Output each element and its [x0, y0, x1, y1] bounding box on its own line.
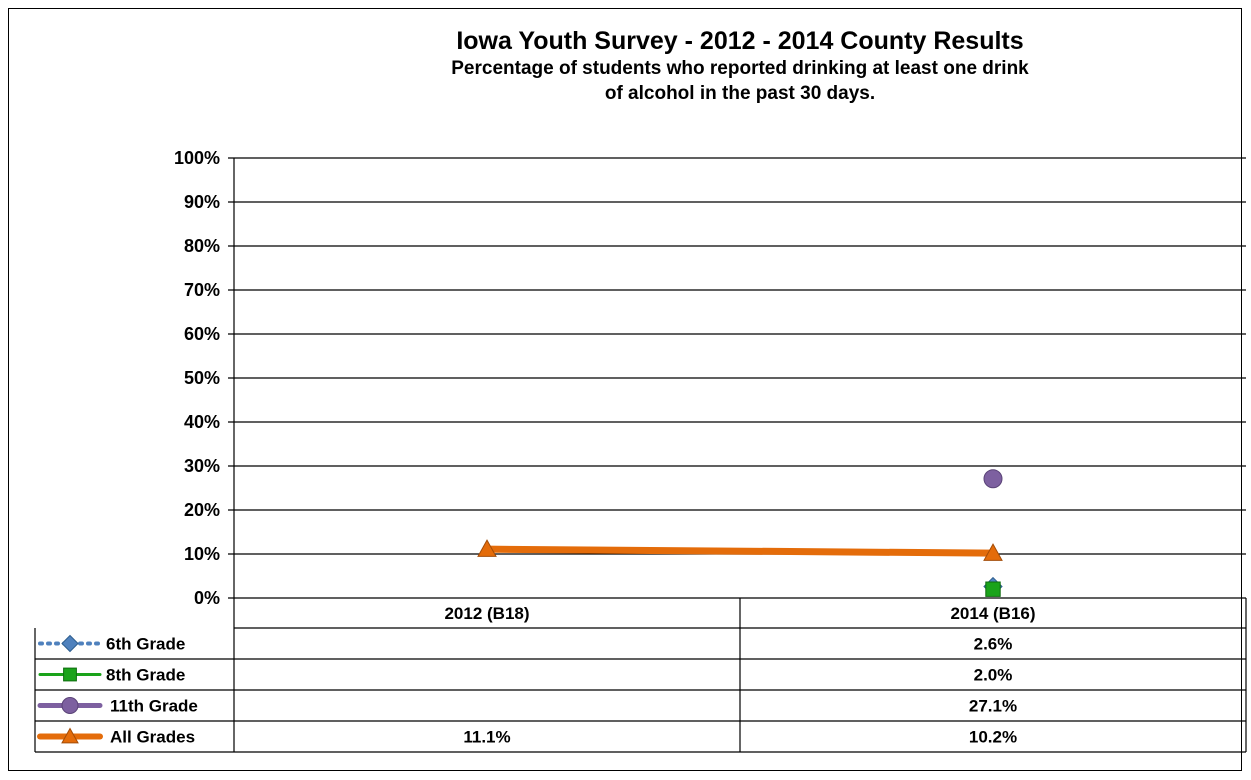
data-value-cell: 27.1%: [969, 697, 1017, 716]
y-tick-label: 100%: [174, 148, 220, 168]
series-line: [486, 545, 994, 557]
legend-key-marker: [63, 667, 77, 682]
y-tick-label: 20%: [184, 500, 220, 520]
category-label: 2012 (B18): [444, 604, 529, 623]
data-point-marker: [983, 543, 1003, 561]
data-value-cell: 2.0%: [974, 666, 1013, 685]
y-tick-label: 40%: [184, 412, 220, 432]
legend-label: 6th Grade: [106, 635, 185, 654]
legend-label: All Grades: [110, 728, 195, 747]
data-value-cell: 11.1%: [463, 728, 510, 747]
legend-key-marker: [61, 727, 79, 744]
chart-title-block: Iowa Youth Survey - 2012 - 2014 County R…: [230, 26, 1250, 106]
legend-key-marker: [61, 634, 79, 653]
data-point-marker: [985, 581, 1001, 597]
data-point-marker: [477, 539, 497, 557]
category-label: 2014 (B16): [950, 604, 1035, 623]
y-tick-label: 60%: [184, 324, 220, 344]
y-tick-label: 90%: [184, 192, 220, 212]
y-tick-label: 0%: [194, 588, 220, 608]
y-tick-label: 70%: [184, 280, 220, 300]
y-tick-label: 50%: [184, 368, 220, 388]
chart-title: Iowa Youth Survey - 2012 - 2014 County R…: [456, 27, 1024, 55]
data-value-cell: 10.2%: [969, 728, 1017, 747]
legend-label: 8th Grade: [106, 666, 185, 685]
y-tick-label: 10%: [184, 544, 220, 564]
chart-frame: [8, 8, 1242, 771]
chart-subtitle-line-1: Percentage of students who reported drin…: [451, 58, 1029, 79]
data-value-cell: 2.6%: [974, 635, 1013, 654]
y-tick-label: 30%: [184, 456, 220, 476]
y-tick-label: 80%: [184, 236, 220, 256]
legend-key-marker: [61, 697, 79, 714]
chart-subtitle-line-2: of alcohol in the past 30 days.: [604, 83, 876, 104]
data-point-marker: [983, 469, 1003, 489]
legend-label: 11th Grade: [110, 697, 198, 716]
